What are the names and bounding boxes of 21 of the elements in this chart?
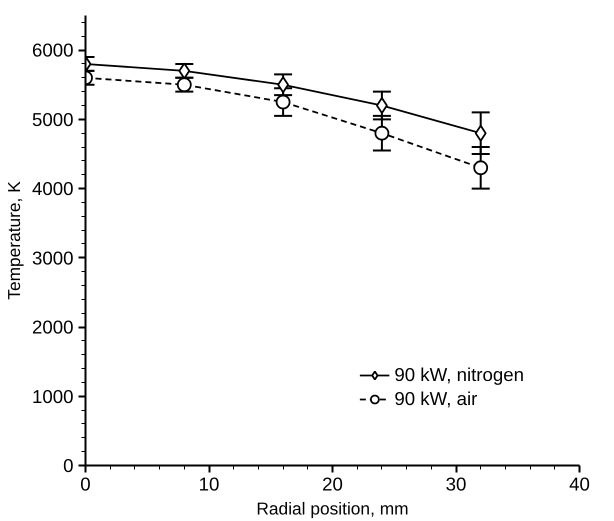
x-tick-label: 30 — [446, 474, 466, 494]
x-tick-label: 10 — [198, 474, 220, 494]
y-axis-title: Temperature, K — [4, 180, 24, 300]
x-axis-title: Radial position, mm — [256, 498, 409, 518]
y-tick-label: 0 — [63, 455, 74, 476]
y-tick-label: 1000 — [32, 386, 74, 407]
y-tick-label: 4000 — [32, 178, 74, 200]
y-tick-label: 5000 — [32, 108, 74, 130]
point — [474, 124, 487, 142]
y-tick-label: 2000 — [32, 316, 74, 338]
point — [473, 160, 488, 176]
x-tick-label: 0 — [80, 474, 91, 494]
point — [276, 94, 290, 110]
legend-label: 90 kW, air — [394, 388, 478, 410]
y-tick-label: 3000 — [32, 247, 74, 268]
point — [376, 97, 388, 114]
x-tick-label: 40 — [569, 474, 590, 494]
point — [374, 126, 390, 141]
y-tick-label: 6000 — [32, 40, 74, 61]
x-tick-label: 20 — [322, 474, 343, 494]
legend-label: 90 kW, nitrogen — [394, 364, 524, 386]
